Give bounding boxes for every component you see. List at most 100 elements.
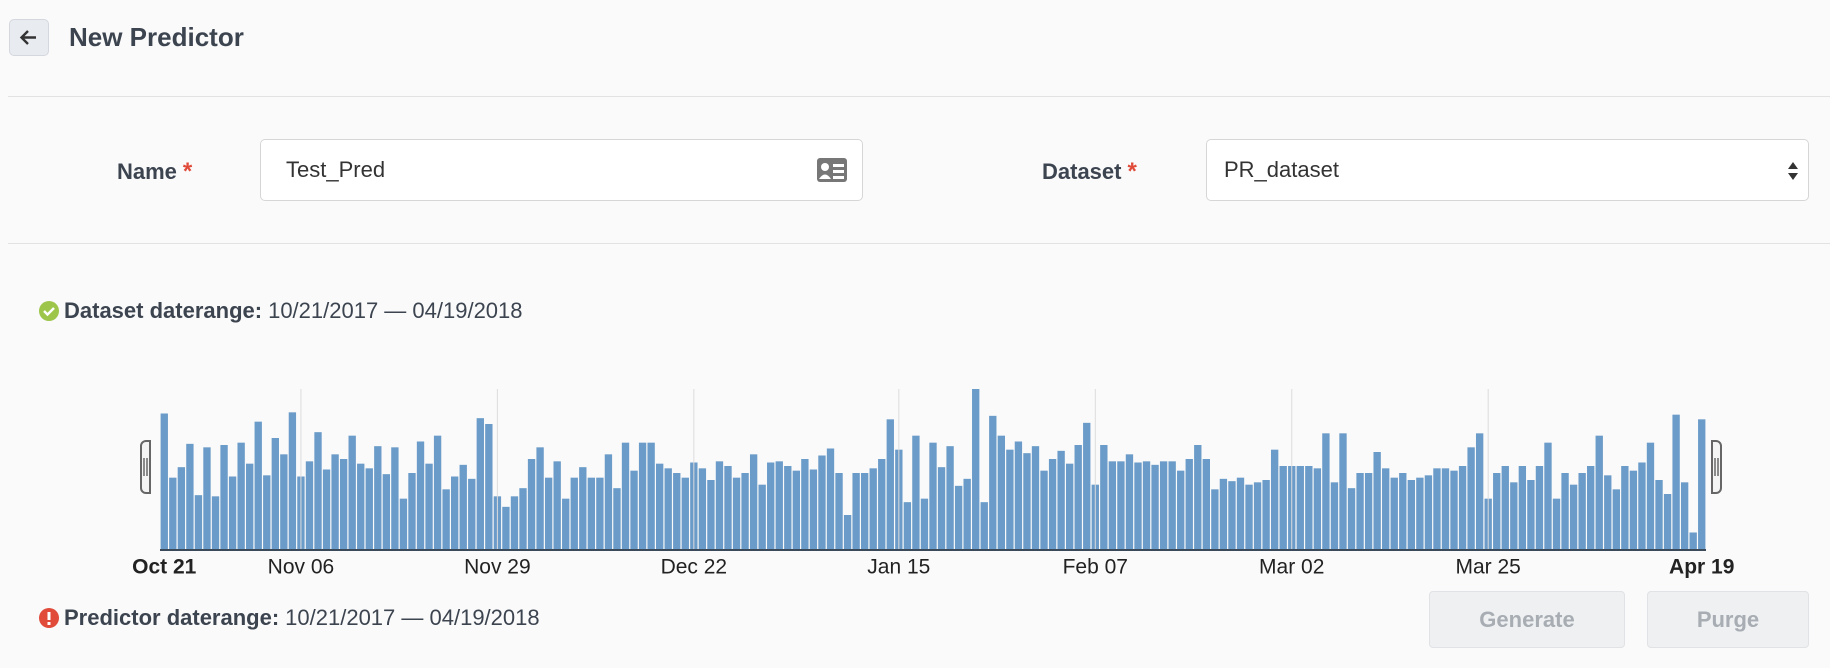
bar xyxy=(502,506,510,550)
bar xyxy=(1211,489,1219,550)
bar xyxy=(314,432,322,550)
bar xyxy=(228,476,237,550)
bar xyxy=(724,466,732,550)
bar xyxy=(1433,468,1441,550)
contact-icon xyxy=(817,158,847,182)
bar xyxy=(1595,435,1603,550)
bar xyxy=(246,463,254,550)
bar xyxy=(809,469,818,550)
range-handle-left[interactable] xyxy=(140,440,151,494)
bar xyxy=(468,478,476,550)
bar xyxy=(1031,446,1040,550)
bar xyxy=(1450,470,1458,550)
input-value: Test_Pred xyxy=(286,157,386,182)
bar xyxy=(331,454,339,550)
bar xyxy=(408,473,416,550)
bar xyxy=(903,502,912,550)
bar xyxy=(1382,468,1390,550)
bar xyxy=(1313,468,1322,550)
bar xyxy=(553,461,561,550)
bar xyxy=(954,485,963,550)
bar xyxy=(1638,462,1646,550)
bar xyxy=(878,459,886,550)
bar xyxy=(920,498,929,550)
bar xyxy=(1663,494,1672,550)
bar xyxy=(1040,470,1048,550)
chart: Oct 21 Nov 06 Nov 29 Dec 22 Jan 15 Feb 07 Mar … xyxy=(132,389,1734,579)
bar xyxy=(1279,466,1287,550)
bar xyxy=(536,447,544,550)
bar xyxy=(801,459,809,550)
bar xyxy=(1493,473,1501,550)
bar xyxy=(792,470,801,550)
bar xyxy=(698,468,707,550)
bar xyxy=(1416,477,1424,550)
bar xyxy=(1441,468,1450,550)
bar xyxy=(707,480,715,550)
bar xyxy=(997,435,1006,550)
bar xyxy=(365,468,373,550)
bar xyxy=(1023,453,1031,550)
bar xyxy=(613,488,621,550)
name-input[interactable]: Test_Pred xyxy=(260,139,863,201)
bar xyxy=(767,462,775,550)
bar xyxy=(1544,442,1552,550)
bar xyxy=(280,454,288,550)
purge-button[interactable]: Purge xyxy=(1647,591,1809,648)
bar xyxy=(391,447,399,550)
bar xyxy=(1151,464,1159,550)
bar xyxy=(425,463,433,550)
bar xyxy=(169,477,177,550)
bar xyxy=(1177,470,1185,550)
bar xyxy=(1065,463,1074,550)
bar xyxy=(621,442,630,550)
x-tick-label: Mar 02 xyxy=(1259,556,1324,579)
bar xyxy=(254,421,262,550)
bar xyxy=(989,415,997,550)
bar xyxy=(1006,449,1014,550)
bar xyxy=(715,461,724,550)
bar xyxy=(843,515,852,550)
required-mark: * xyxy=(1127,158,1137,185)
bar xyxy=(937,467,946,550)
bar xyxy=(826,448,835,550)
bar xyxy=(1296,466,1304,550)
range-handle-right[interactable] xyxy=(1711,440,1722,494)
dataset-select[interactable]: PR_dataset xyxy=(1206,139,1809,201)
bar xyxy=(852,473,860,550)
bar xyxy=(741,473,749,550)
bar xyxy=(1561,473,1569,550)
bar xyxy=(1407,480,1415,550)
bar xyxy=(203,447,211,550)
bar xyxy=(1356,473,1364,550)
x-tick-label: Mar 25 xyxy=(1456,556,1521,579)
bar xyxy=(972,389,980,550)
generate-button[interactable]: Generate xyxy=(1429,591,1625,648)
bar xyxy=(451,476,459,550)
bar xyxy=(929,442,937,550)
bar xyxy=(587,477,596,550)
bar xyxy=(476,418,484,550)
bar xyxy=(886,419,894,550)
bar xyxy=(1578,473,1586,550)
bar xyxy=(1048,459,1057,550)
bar xyxy=(664,468,672,550)
bar xyxy=(604,454,613,550)
bar xyxy=(638,442,647,550)
bar xyxy=(1390,477,1398,550)
divider xyxy=(8,96,1830,97)
bar xyxy=(1014,441,1023,550)
bar xyxy=(263,475,271,550)
range-value: 10/21/2017 — 04/19/2018 xyxy=(268,298,523,323)
back-button[interactable] xyxy=(9,19,49,56)
bar xyxy=(1305,466,1313,550)
handle-grip xyxy=(143,458,148,476)
predictor-daterange: Predictor daterange: 10/21/2017 — 04/19/… xyxy=(38,605,540,631)
bar xyxy=(271,438,279,550)
bar xyxy=(1612,489,1620,550)
bar xyxy=(1424,475,1433,550)
bar xyxy=(1629,470,1638,550)
range-label: Predictor daterange: xyxy=(64,605,280,630)
bar xyxy=(510,496,519,550)
